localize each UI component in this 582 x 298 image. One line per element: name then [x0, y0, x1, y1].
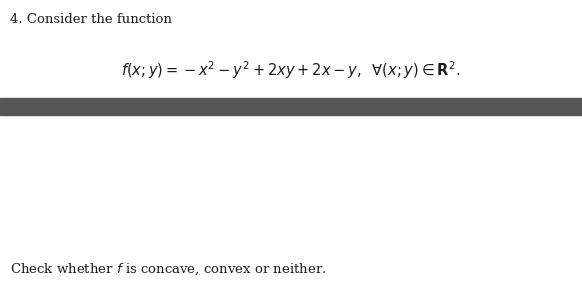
- Text: Check whether $f$ is concave, convex or neither.: Check whether $f$ is concave, convex or …: [10, 262, 327, 277]
- Text: 4. Consider the function: 4. Consider the function: [10, 13, 172, 27]
- Text: $f(x; y) = -x^2 - y^2 + 2xy + 2x - y, \;\; \forall(x; y) \in \mathbf{R}^2.$: $f(x; y) = -x^2 - y^2 + 2xy + 2x - y, \;…: [122, 60, 460, 81]
- Bar: [0, 98, 582, 115]
